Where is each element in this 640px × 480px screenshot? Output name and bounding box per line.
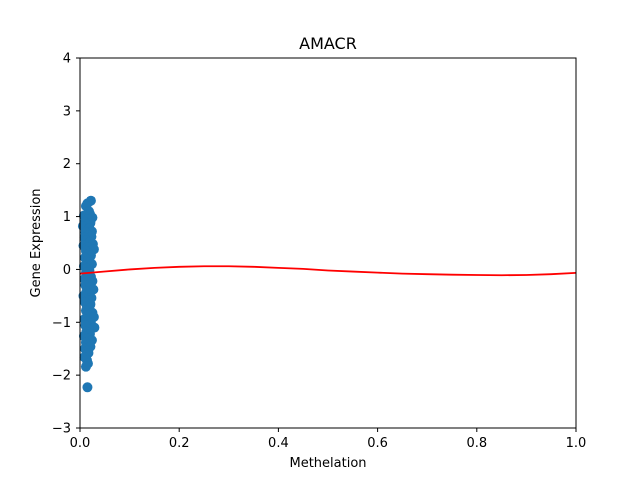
y-tick-label: 4 bbox=[63, 52, 71, 67]
x-tick-label: 0.8 bbox=[466, 436, 487, 451]
y-tick-label: −2 bbox=[52, 369, 71, 384]
scatter-point bbox=[80, 361, 91, 372]
x-axis: 0.0 0.2 0.4 0.6 0.8 1.0 bbox=[70, 428, 587, 451]
x-tick-label: 0.2 bbox=[169, 436, 190, 451]
y-axis-label: Gene Expression bbox=[29, 188, 44, 297]
y-axis: −3 −2 −1 0 1 2 3 4 bbox=[52, 52, 80, 437]
scatter-series bbox=[77, 195, 100, 393]
y-tick-label: −1 bbox=[52, 316, 71, 331]
y-tick-label: 1 bbox=[63, 210, 71, 225]
x-tick-label: 0.6 bbox=[367, 436, 388, 451]
fit-line bbox=[79, 265, 577, 277]
x-tick-label: 1.0 bbox=[566, 436, 587, 451]
y-tick-label: 3 bbox=[63, 104, 71, 119]
plot-area bbox=[77, 195, 577, 393]
y-tick-label: 2 bbox=[63, 157, 71, 172]
chart-title: AMACR bbox=[299, 34, 357, 53]
x-tick-label: 0.4 bbox=[268, 436, 289, 451]
scatter-point bbox=[82, 382, 93, 393]
plot-frame bbox=[79, 57, 577, 429]
y-tick-label: −3 bbox=[52, 422, 71, 437]
y-tick-label: 0 bbox=[63, 263, 71, 278]
x-axis-label: Methelation bbox=[289, 456, 366, 471]
x-tick-label: 0.0 bbox=[70, 436, 91, 451]
